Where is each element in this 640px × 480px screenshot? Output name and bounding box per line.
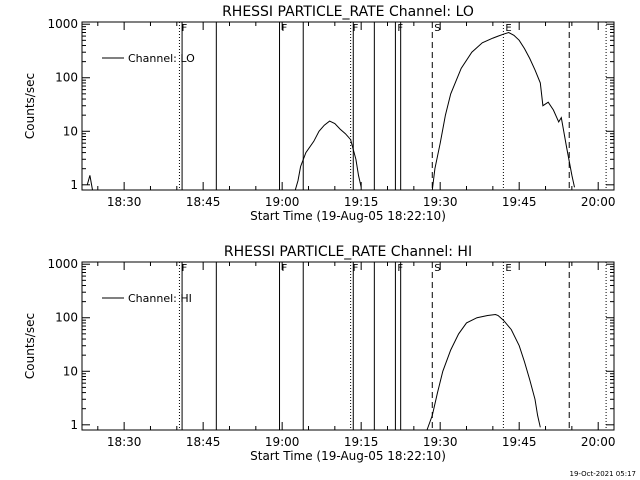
y-tick-label: 1000 — [47, 17, 78, 31]
y-tick-label: 1000 — [47, 257, 78, 271]
flag-label: F — [181, 23, 187, 34]
flag-label: F — [353, 23, 359, 34]
y-tick-label: 1 — [70, 178, 78, 192]
y-axis-label: Counts/sec — [23, 73, 37, 139]
x-tick-label: 19:15 — [344, 195, 379, 209]
flag-label: E — [505, 23, 511, 34]
chart-panel-1: RHESSI PARTICLE_RATE Channel: HI 1 10 100 10… — [23, 244, 615, 463]
flag-label: F — [282, 263, 288, 274]
chart-title: RHESSI PARTICLE_RATE Channel: HI — [224, 244, 472, 260]
x-tick-label: 18:45 — [186, 195, 221, 209]
chart-panel-0: RHESSI PARTICLE_RATE Channel: LO 1 10 100 10… — [23, 4, 615, 223]
x-tick-label: 18:45 — [186, 435, 221, 449]
y-tick-label: 10 — [63, 124, 78, 138]
series-line — [431, 31, 575, 191]
x-tick-label: 19:00 — [265, 195, 300, 209]
x-tick-label: 18:30 — [107, 435, 142, 449]
y-tick-label: 1 — [70, 418, 78, 432]
flag-label: F — [282, 23, 288, 34]
flag-label: S — [434, 263, 440, 274]
x-tick-label: 20:00 — [581, 195, 616, 209]
flag-label: F — [353, 263, 359, 274]
footer-timestamp: 19-Oct-2021 05:17 — [570, 470, 636, 478]
x-tick-label: 19:15 — [344, 435, 379, 449]
y-tick-label: 100 — [55, 311, 78, 325]
x-tick-label: 19:45 — [502, 195, 537, 209]
flag-label: F — [181, 263, 187, 274]
x-tick-label: 19:30 — [423, 435, 458, 449]
legend-label: Channel: HI — [128, 292, 192, 305]
x-axis-label: Start Time (19-Aug-05 18:22:10) — [250, 449, 446, 463]
flag-label: E — [505, 263, 511, 274]
x-axis-label: Start Time (19-Aug-05 18:22:10) — [250, 209, 446, 223]
x-tick-label: 20:00 — [581, 435, 616, 449]
series-line — [294, 120, 362, 191]
x-tick-label: 19:30 — [423, 195, 458, 209]
y-tick-label: 10 — [63, 364, 78, 378]
x-tick-label: 19:45 — [502, 435, 537, 449]
series-line — [86, 175, 93, 191]
series-line — [426, 313, 541, 431]
y-axis-label: Counts/sec — [23, 313, 37, 379]
chart-title: RHESSI PARTICLE_RATE Channel: LO — [222, 4, 474, 20]
x-tick-label: 18:30 — [107, 195, 142, 209]
y-tick-label: 100 — [55, 71, 78, 85]
x-tick-label: 19:00 — [265, 435, 300, 449]
flag-label: S — [434, 23, 440, 34]
legend-label: Channel: LO — [128, 52, 195, 65]
